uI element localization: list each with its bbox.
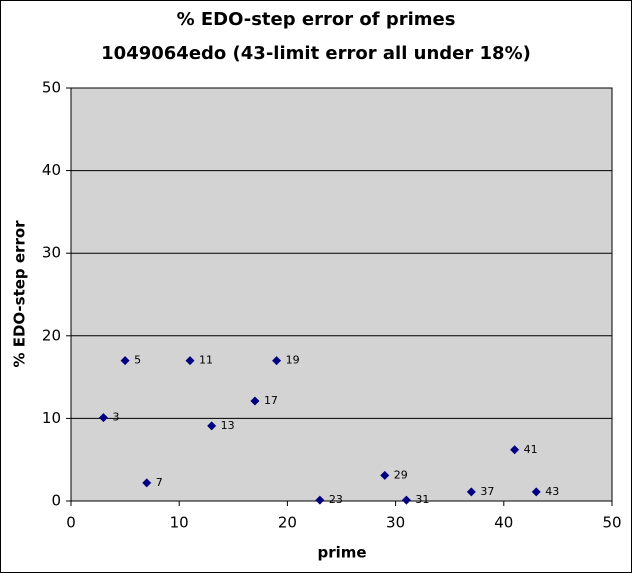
point-label: 17 <box>264 394 278 407</box>
x-tick-label: 10 <box>170 514 189 532</box>
point-label: 23 <box>329 493 343 506</box>
y-tick-label: 30 <box>42 244 61 262</box>
point <box>142 478 152 488</box>
point-label: 13 <box>221 419 235 432</box>
point <box>380 470 390 480</box>
point <box>315 495 325 505</box>
y-tick-label: 0 <box>51 492 61 510</box>
plot-area <box>71 88 612 501</box>
y-tick-label: 10 <box>42 409 61 427</box>
chart-subtitle: 1049064edo (43-limit error all under 18%… <box>101 43 531 64</box>
point <box>98 413 108 423</box>
point <box>250 396 260 406</box>
chart-title: % EDO-step error of primes <box>177 9 456 30</box>
point <box>185 356 195 366</box>
y-axis-label: % EDO-step error <box>11 220 29 368</box>
point <box>207 421 217 431</box>
point-label: 43 <box>545 485 559 498</box>
point-label: 11 <box>199 354 213 367</box>
x-tick-label: 20 <box>278 514 297 532</box>
point-label: 5 <box>134 354 141 367</box>
point <box>120 356 130 366</box>
point-label: 19 <box>286 354 300 367</box>
x-tick-label: 50 <box>602 514 621 532</box>
point-label: 7 <box>156 476 163 489</box>
x-tick-label: 40 <box>494 514 513 532</box>
point-label: 31 <box>415 493 429 506</box>
plot-border <box>70 87 613 502</box>
point <box>466 487 476 497</box>
point-label: 41 <box>524 443 538 456</box>
point <box>531 487 541 497</box>
point-label: 3 <box>112 411 119 424</box>
point-label: 29 <box>394 468 408 481</box>
x-axis-label: prime <box>317 544 366 562</box>
point <box>510 445 520 455</box>
y-tick-label: 50 <box>42 79 61 97</box>
y-tick-label: 40 <box>42 161 61 179</box>
point <box>272 356 282 366</box>
x-tick-label: 0 <box>66 514 76 532</box>
point <box>401 495 411 505</box>
point-label: 37 <box>480 485 494 498</box>
x-tick-label: 30 <box>386 514 405 532</box>
y-tick-label: 20 <box>42 326 61 344</box>
